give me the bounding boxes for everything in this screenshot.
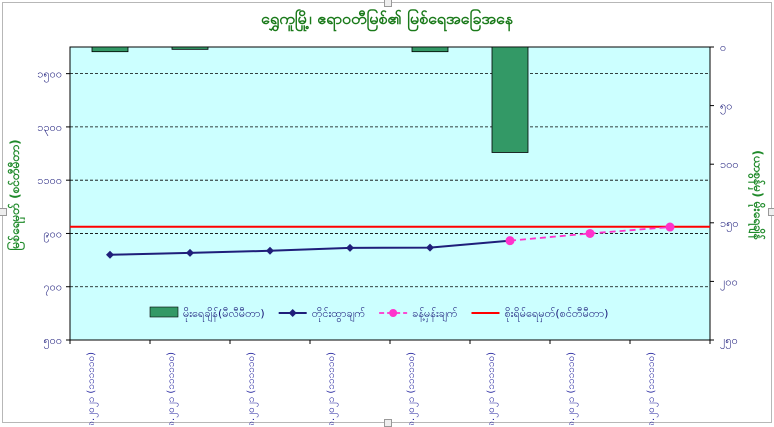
legend-swatch-marker: [288, 309, 297, 317]
plot-area: [69, 46, 711, 341]
left-tick-label: ၉၀၀: [43, 227, 62, 242]
legend-label: စိုးရိမ်ရေမှတ်(စင်တီမီတာ): [504, 307, 608, 322]
rain-bar: [91, 46, 129, 53]
measured-point: [426, 243, 434, 252]
rain-bar: [491, 46, 529, 153]
x-tick-label: ၂၁.၈.၂၀၂၁ (၁၁၁၁၁၀): [646, 352, 659, 425]
right-tick-label: ၁၅၀: [720, 217, 739, 232]
left-tick-label: ၁၁၀၀: [37, 174, 62, 187]
x-tick-label: ၁၄.၈.၂၀၂၁ (၁၁၁၁၁၀): [86, 352, 99, 425]
right-tick-label: ၁၀၀: [720, 158, 739, 171]
chart-title: ရွှေကူမြို့၊ ဧရာဝတီမြစ်၏ မြစ်ရေအခြေအနေ: [261, 9, 513, 28]
left-tick-label: ၅၀၀: [43, 334, 62, 349]
right-tick-label: ၂၀၀: [720, 275, 738, 290]
legend-label: မိုးရေချိန်(မီလီမီတာ): [183, 307, 265, 322]
right-tick-label: ၀: [720, 41, 726, 54]
legend-label: တိုင်းထွာချက်: [312, 307, 366, 322]
rain-bar: [171, 46, 209, 50]
resize-handle-right[interactable]: [768, 208, 774, 216]
x-tick-label: ၁၈.၈.၂၀၂၁ (၁၁၁၁၁၀): [406, 352, 419, 425]
resize-handle-top[interactable]: [384, 0, 392, 7]
left-tick-label: ၁၅၀၀: [37, 68, 62, 83]
x-tick-label: ၁၆.၈.၂၀၂၁ (၁၁၁၁၁၀): [244, 352, 259, 425]
right-tick-label: ၂၅၀: [720, 334, 738, 349]
left-tick-label: ၁၃၀၀: [37, 121, 62, 136]
rain-bar: [411, 46, 449, 53]
measured-line: [109, 239, 511, 256]
forecast-point: [505, 236, 515, 246]
measured-point: [106, 250, 114, 259]
left-tick-label: ၇၀၀: [43, 281, 62, 296]
x-tick-label: ၁၇.၈.၂၀၂၁ (၁၁၁၁၁၀): [326, 352, 339, 425]
measured-point: [346, 243, 354, 252]
right-tick-label: ၅၀: [720, 100, 732, 115]
legend-swatch-marker: [389, 309, 398, 317]
forecast-point: [585, 228, 595, 238]
forecast-point: [665, 222, 675, 232]
x-tick-label: ၁၉.၈.၂၀၂၁ (၁၁၁၁၁၀): [486, 352, 499, 425]
legend-swatch-bar: [149, 306, 179, 318]
x-tick-label: ၂၀.၈.၂၀၂၁ (၁၁၁၁၁၀): [566, 352, 579, 425]
legend-label: ခန့်မှန်းချက်: [412, 307, 458, 322]
measured-point: [186, 248, 194, 257]
x-tick-label: ၁၅.၈.၂၀၂၁ (၁၁၁၁၁၀): [166, 352, 179, 425]
resize-handle-bottom[interactable]: [384, 419, 392, 427]
measured-point: [266, 246, 274, 255]
resize-handle-left[interactable]: [0, 208, 7, 216]
